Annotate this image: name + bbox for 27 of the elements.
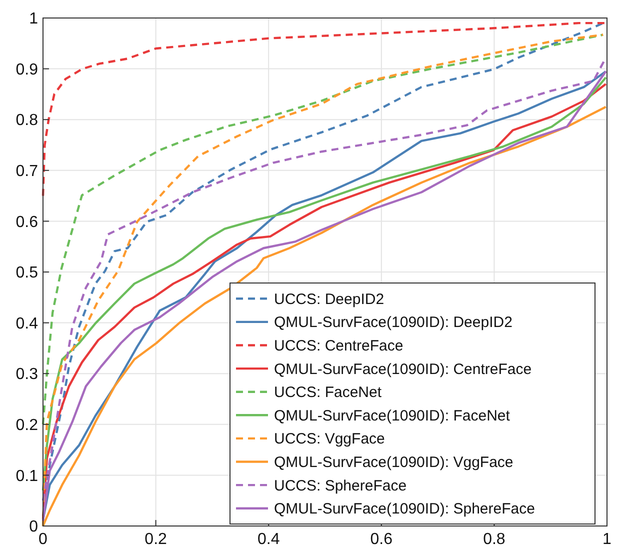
legend-label: UCCS: DeepID2 (274, 290, 384, 308)
legend-label: QMUL-SurvFace(1090ID): FaceNet (274, 407, 511, 424)
y-tick-label: 0.5 (16, 264, 38, 282)
y-tick-label: 0.6 (16, 214, 38, 231)
y-tick-label: 0.4 (16, 315, 38, 332)
y-tick-label: 1 (29, 10, 38, 28)
y-tick-label: 0.1 (16, 468, 38, 485)
legend-label: QMUL-SurvFace(1090ID): VggFace (274, 454, 514, 471)
y-tick-label: 0.7 (16, 163, 38, 180)
y-tick-label: 0.3 (16, 366, 38, 384)
legend-label: UCCS: CentreFace (274, 338, 404, 354)
legend-label: QMUL-SurvFace(1090ID): SphereFace (274, 500, 535, 518)
x-tick-label: 0.4 (257, 531, 280, 548)
legend-label: UCCS: SphereFace (274, 477, 407, 494)
y-tick-label: 0 (29, 518, 38, 536)
x-tick-label: 0.6 (370, 531, 393, 548)
legend-label: QMUL-SurvFace(1090ID): CentreFace (274, 360, 532, 378)
legend-label: QMUL-SurvFace(1090ID): DeepID2 (274, 314, 512, 332)
y-tick-label: 0.8 (16, 112, 38, 130)
line-series (42, 34, 604, 426)
y-tick-label: 0.9 (16, 61, 38, 78)
x-tick-label: 0.8 (483, 531, 506, 548)
legend-label: UCCS: FaceNet (274, 384, 382, 402)
x-tick-label: 0.2 (144, 531, 168, 548)
legend-label: UCCS: VggFace (274, 430, 385, 448)
x-tick-label: 1 (602, 531, 612, 548)
y-tick-label: 0.2 (16, 417, 38, 434)
